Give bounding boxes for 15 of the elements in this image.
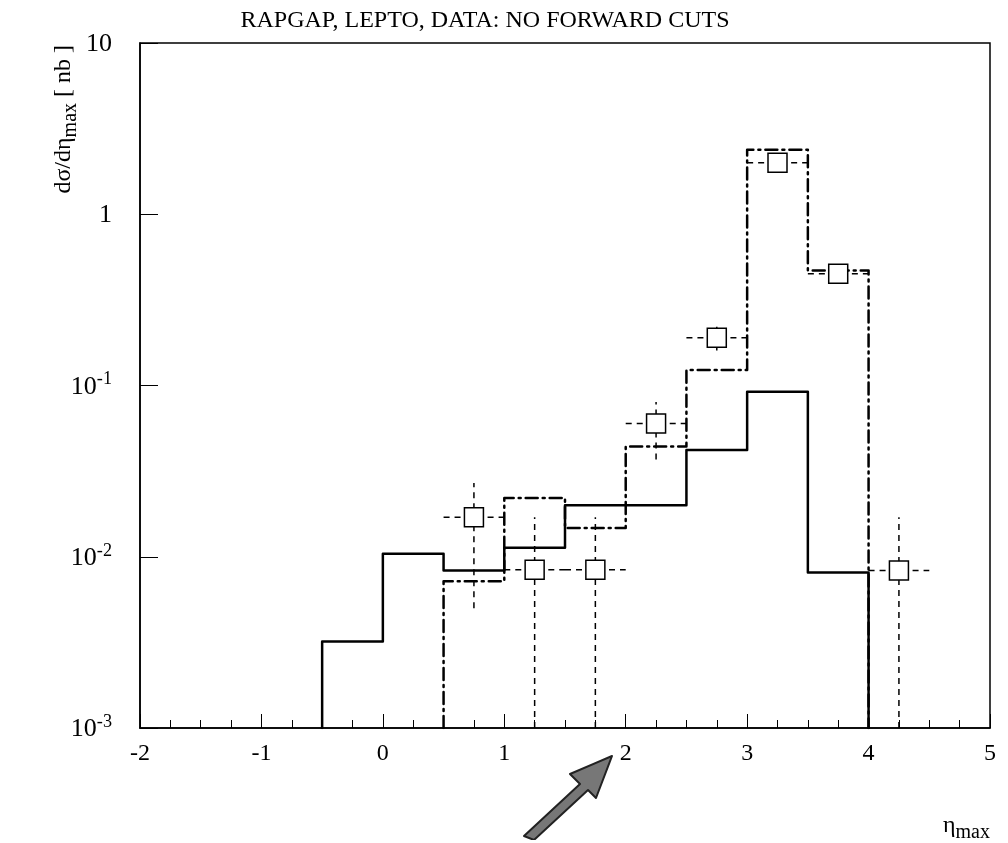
x-tick-label: -2 [130,739,150,765]
x-tick-label: 4 [862,739,875,765]
y-tick-label: 1 [99,199,112,229]
y-tick-label: 10$^{-1}$ [70,368,112,400]
x-tick-label: 5 [984,739,996,765]
x-tick-label: -1 [251,739,272,765]
x-tick-label: 0 [376,739,389,765]
y-tick-label: 10$^{-3}$ [70,710,112,742]
x-tick-label: 3 [741,739,754,765]
x-axis-title: η$_{max}$ [943,811,990,842]
chart-title: RAPGAP, LEPTO, DATA: NO FORWARD CUTS [240,6,730,32]
x-tick-label: 1 [498,739,511,765]
x-tick-label: 2 [619,739,632,765]
y-tick-label: 10 [86,28,112,57]
y-tick-label: 10$^{-2}$ [70,539,112,571]
